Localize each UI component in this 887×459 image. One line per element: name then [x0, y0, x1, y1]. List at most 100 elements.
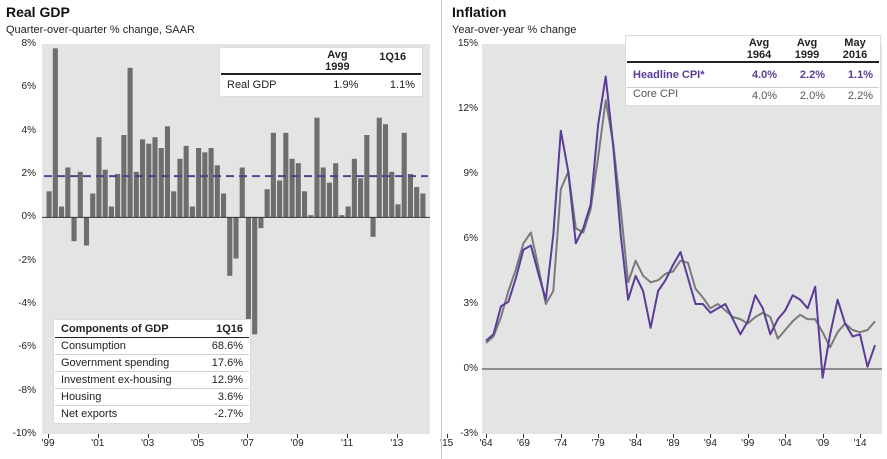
core-cpi-v2: 2.0% [783, 87, 831, 104]
gdp-bar [196, 148, 202, 218]
gdp-x-tick-label: '07 [240, 438, 254, 449]
gdp-bar [202, 152, 208, 218]
gdp-summary-col2-header: 1Q16 [379, 51, 407, 63]
gdp-bar [214, 165, 220, 218]
inflation-col2-line1: Avg [796, 37, 818, 49]
gdp-x-tick [48, 434, 49, 438]
gdp-bar [108, 206, 114, 218]
gdp-bar [364, 135, 370, 218]
gdp-bar [158, 148, 164, 218]
gdp-summary-table: Avg 1999 1Q16 Real GDP 1.9% 1.1% [220, 48, 422, 96]
inflation-x-tick-label: '94 [703, 438, 717, 449]
component-label: Investment ex-housing [55, 371, 199, 389]
gdp-x-tick [197, 434, 199, 438]
inflation-x-tick [673, 434, 675, 438]
inflation-x-tick-label: '74 [554, 438, 568, 449]
gdp-y-tick-label: -8% [18, 384, 36, 396]
gdp-bar [146, 143, 152, 218]
gdp-bar [382, 124, 389, 218]
gdp-summary-col1-line1: Avg [327, 49, 348, 61]
gdp-x-tick-label: '01 [91, 438, 105, 449]
inflation-col3-line2: 2016 [842, 49, 868, 61]
gdp-y-tick-label: -4% [18, 298, 36, 309]
gdp-summary-col1-line2: 1999 [325, 61, 350, 73]
inflation-x-tick [635, 434, 637, 438]
gdp-bar [252, 217, 258, 335]
inflation-col2-line2: 1999 [794, 49, 820, 61]
inflation-y-tick-label: 12% [457, 103, 478, 114]
gdp-bar [65, 167, 71, 218]
gdp-y-tick-label: -2% [18, 254, 36, 266]
gdp-bar [189, 206, 195, 218]
gdp-subtitle: Quarter-over-quarter % change, SAAR [6, 24, 195, 36]
gdp-bar [264, 189, 270, 218]
gdp-bar [395, 204, 401, 218]
component-value: 17.6% [198, 354, 249, 372]
gdp-bar [376, 117, 382, 218]
gdp-x-tick [347, 434, 349, 438]
headline-cpi-v2: 2.2% [783, 61, 831, 88]
inflation-x-tick-label: '04 [778, 438, 792, 449]
component-value: -2.7% [214, 408, 243, 420]
gdp-bar [239, 167, 245, 218]
gdp-bar [90, 193, 96, 218]
gdp-summary-val2: 1.1% [364, 73, 421, 95]
core-cpi-label: Core CPI [627, 87, 736, 104]
gdp-bar [339, 215, 345, 218]
gdp-y-tick-label: -10% [12, 428, 36, 439]
gdp-bar [258, 217, 264, 229]
gdp-bar [171, 191, 177, 218]
gdp-bar [227, 217, 233, 276]
inflation-x-tick [860, 434, 862, 438]
gdp-y-tick-label: 0% [21, 211, 36, 223]
inflation-y-tick-label: 3% [463, 298, 478, 309]
gdp-components-table: Components of GDP 1Q16 Consumption 68.6% … [54, 320, 250, 423]
gdp-x-tick [297, 434, 299, 438]
component-label: Consumption [55, 337, 199, 355]
components-header-label: Components of GDP [55, 321, 199, 338]
gdp-bar [308, 215, 314, 218]
gdp-bar [370, 217, 376, 237]
gdp-bar [83, 217, 90, 246]
inflation-x-tick-label: '89 [666, 438, 680, 449]
gdp-x-tick [446, 434, 448, 438]
gdp-bar [283, 132, 289, 218]
gdp-y-tick-label: -6% [18, 341, 36, 353]
components-header-col: 1Q16 [198, 321, 249, 338]
inflation-col3-line1: May [844, 37, 866, 49]
gdp-bar [152, 137, 158, 218]
inflation-subtitle: Year-over-year % change [452, 24, 577, 36]
gdp-bar [295, 163, 301, 218]
gdp-bar [96, 137, 102, 218]
gdp-bar [351, 158, 357, 218]
inflation-x-tick [710, 434, 712, 438]
inflation-col2-header: Avg 1999 [783, 37, 831, 62]
gdp-bar [407, 174, 413, 218]
inflation-x-tick-label: '09 [816, 438, 830, 449]
component-value: 68.6% [198, 337, 249, 355]
component-label: Net exports [61, 408, 118, 420]
gdp-x-tick-label: '11 [340, 438, 354, 449]
gdp-y-tick-label: 2% [21, 168, 36, 179]
gdp-bar [345, 206, 351, 218]
gdp-summary-val1: 1.9% [310, 73, 365, 95]
panel-divider [441, 0, 442, 459]
gdp-bar [140, 139, 146, 218]
gdp-bar [71, 217, 77, 242]
inflation-y-tick-label: 15% [457, 38, 478, 49]
component-label: Government spending [55, 354, 199, 372]
inflation-x-tick-label: '84 [629, 438, 643, 449]
gdp-bar [208, 148, 214, 218]
gdp-x-tick-label: '13 [390, 438, 404, 449]
gdp-summary-row-label: Real GDP [221, 73, 311, 95]
gdp-chart-svg [42, 48, 430, 395]
gdp-x-tick-label: '99 [41, 438, 55, 449]
gdp-x-tick [147, 434, 149, 438]
core-cpi-v1: 4.0% [735, 87, 784, 104]
core-cpi-line [485, 99, 876, 349]
inflation-x-tick [523, 434, 525, 438]
gdp-bar [326, 182, 332, 218]
gdp-x-tick-label: '05 [190, 438, 205, 449]
inflation-y-tick-label: 6% [463, 233, 478, 244]
inflation-x-tick [560, 434, 562, 438]
